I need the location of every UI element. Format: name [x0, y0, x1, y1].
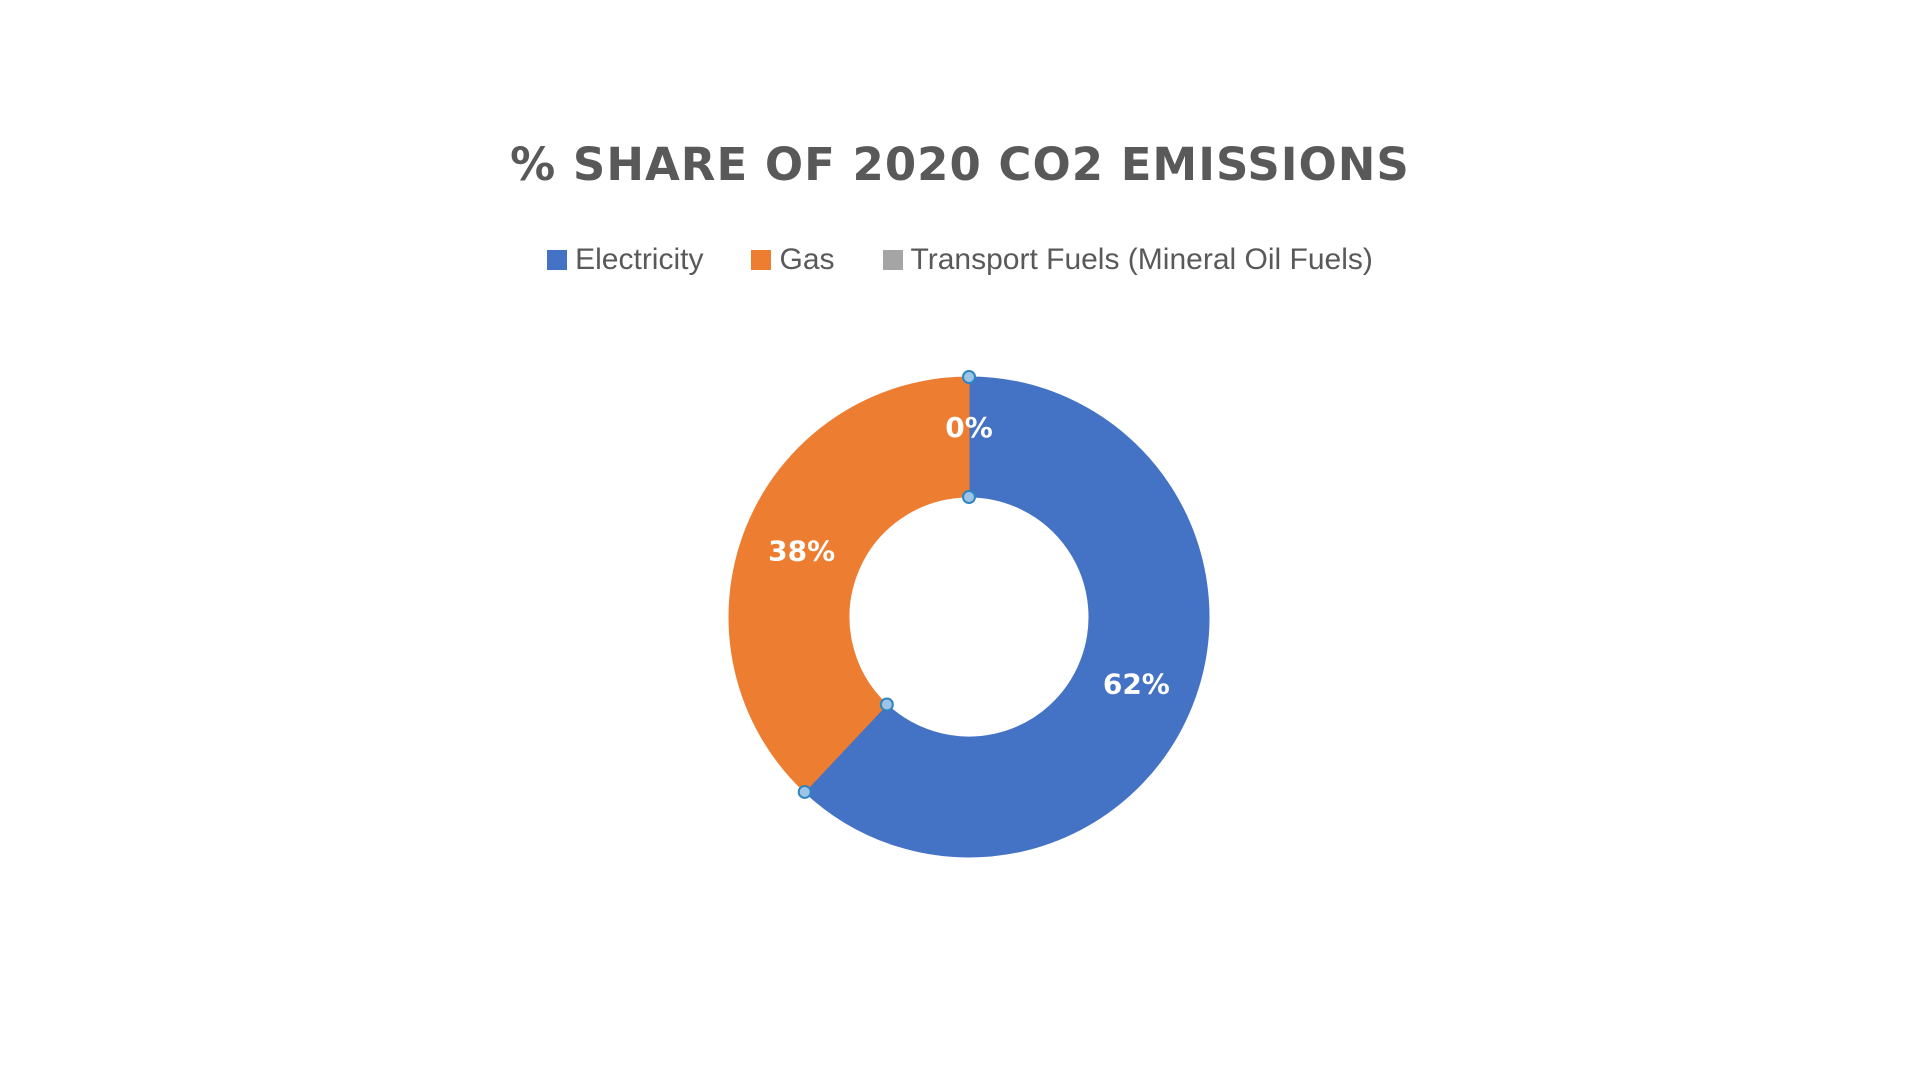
legend-label-transport-fuels: Transport Fuels (Mineral Oil Fuels): [910, 243, 1373, 276]
legend-swatch-electricity: [547, 250, 568, 270]
slice-label-gas: 38%: [768, 535, 835, 568]
legend-swatch-gas: [751, 250, 772, 270]
slice-gas: [728, 376, 970, 793]
slice-label-transport-fuels: 0%: [945, 411, 993, 444]
legend-swatch-transport-fuels: [882, 250, 903, 270]
legend-label-electricity: Electricity: [575, 243, 704, 276]
legend-label-gas: Gas: [779, 243, 835, 276]
legend-item-gas: Gas: [751, 243, 835, 277]
donut-slices: [728, 376, 1210, 858]
slice-label-electricity: 62%: [1103, 667, 1170, 700]
legend-item-electricity: Electricity: [547, 243, 703, 277]
legend-item-transport-fuels: Transport Fuels (Mineral Oil Fuels): [882, 243, 1373, 277]
chart-title: % SHARE OF 2020 CO2 EMISSIONS: [510, 138, 1410, 191]
selection-handle-1: [962, 490, 976, 504]
slice-labels: 62% 38% 0%: [768, 411, 1170, 700]
selection-handle-0: [962, 370, 976, 384]
legend: Electricity Gas Transport Fuels (Mineral…: [0, 243, 1920, 277]
slice-electricity: [804, 376, 1210, 858]
selection-handle-2: [797, 784, 812, 799]
selection-handles: [797, 370, 976, 799]
selection-handle-3: [879, 697, 894, 712]
